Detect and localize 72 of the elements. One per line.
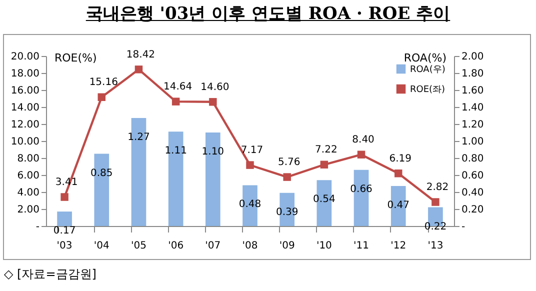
- point: [209, 98, 217, 106]
- y-tick-label: 8.00: [17, 154, 40, 164]
- data-label: 0.22: [424, 221, 447, 232]
- data-label: 0.54: [313, 194, 336, 206]
- x-tick-label: '06: [168, 240, 184, 252]
- data-label: 0.66: [350, 184, 372, 195]
- point: [394, 170, 402, 178]
- y-tick-label: 6.00: [17, 170, 40, 182]
- point: [98, 93, 106, 102]
- x-tick-label: '05: [130, 240, 146, 252]
- data-label: 18.42: [126, 49, 156, 60]
- point: [320, 160, 328, 169]
- x-tick-label: '13: [428, 240, 444, 252]
- point: [357, 150, 366, 158]
- y-tick-label: 4.00: [17, 188, 40, 198]
- y2-tick-label: 2.00: [462, 52, 484, 62]
- y-tick-label: 2.00: [17, 204, 40, 216]
- y2-tick-label: 1.60: [462, 86, 484, 96]
- data-label: 1.27: [128, 132, 150, 144]
- y-tick-label: 12.00: [10, 120, 40, 130]
- x-tick-label: '04: [94, 240, 110, 252]
- data-label: 14.60: [200, 82, 230, 93]
- y2-tick-label: 0.40: [462, 188, 484, 198]
- y-tick-label: 16.00: [10, 86, 40, 96]
- x-tick-label: '03: [56, 240, 72, 252]
- y2-tick-label: 1.20: [462, 120, 484, 130]
- y2-tick-label: 1.00: [462, 136, 484, 148]
- text: ◇ [자료=금감원]: [4, 266, 96, 283]
- x-tick-label: '10: [316, 240, 332, 252]
- point: [60, 193, 68, 201]
- y-axis-title: ROE(%): [54, 52, 97, 64]
- x-tick-label: '07: [205, 240, 221, 252]
- data-label: 2.82: [426, 182, 449, 194]
- point: [172, 98, 180, 106]
- y2-tick-label: 0.60: [462, 170, 484, 182]
- y-tick-label: 20.00: [10, 52, 40, 62]
- point: [246, 161, 254, 169]
- y2-tick-label: 0.80: [462, 154, 484, 164]
- x-tick-label: '08: [242, 240, 258, 252]
- y2-tick-label: -: [462, 222, 466, 232]
- data-label: 7.22: [315, 144, 338, 156]
- bar: [57, 212, 72, 226]
- y-tick-label: -: [36, 222, 40, 232]
- y-tick-label: 10.00: [10, 136, 40, 148]
- x-tick-label: '09: [279, 240, 295, 252]
- y2-tick-label: 0.20: [462, 204, 484, 216]
- point: [283, 173, 291, 181]
- point: [134, 66, 143, 74]
- point: [432, 198, 440, 206]
- data-label: 1.10: [202, 146, 224, 158]
- data-label: 0.85: [90, 168, 113, 179]
- legend-label: ROE(좌): [410, 85, 446, 95]
- data-label: 0.47: [387, 200, 410, 212]
- data-label: 6.19: [389, 153, 412, 164]
- x-tick-label: '12: [390, 240, 406, 252]
- y2-tick-label: 1.40: [462, 102, 484, 114]
- chart-title: 국내은행 '03년 이후 연도별 ROA · ROE 추이: [86, 4, 450, 24]
- x-tick-label: '11: [354, 240, 370, 252]
- data-label: 0.48: [238, 199, 262, 210]
- data-label: 7.17: [240, 145, 264, 156]
- data-label: 5.76: [278, 157, 300, 168]
- data-label: 14.64: [164, 82, 192, 93]
- data-label: 0.39: [276, 206, 298, 218]
- data-label: 15.16: [89, 77, 118, 88]
- legend-label: ROA(우): [410, 65, 446, 75]
- y-tick-label: 18.00: [10, 68, 40, 80]
- data-label: 8.40: [352, 134, 374, 146]
- y2-axis-title: ROA(%): [404, 52, 446, 64]
- y2-tick-label: 1.80: [462, 68, 484, 80]
- y-tick-label: 14.00: [10, 102, 40, 114]
- data-label: 1.11: [164, 146, 187, 157]
- data-label: 0.17: [53, 226, 76, 237]
